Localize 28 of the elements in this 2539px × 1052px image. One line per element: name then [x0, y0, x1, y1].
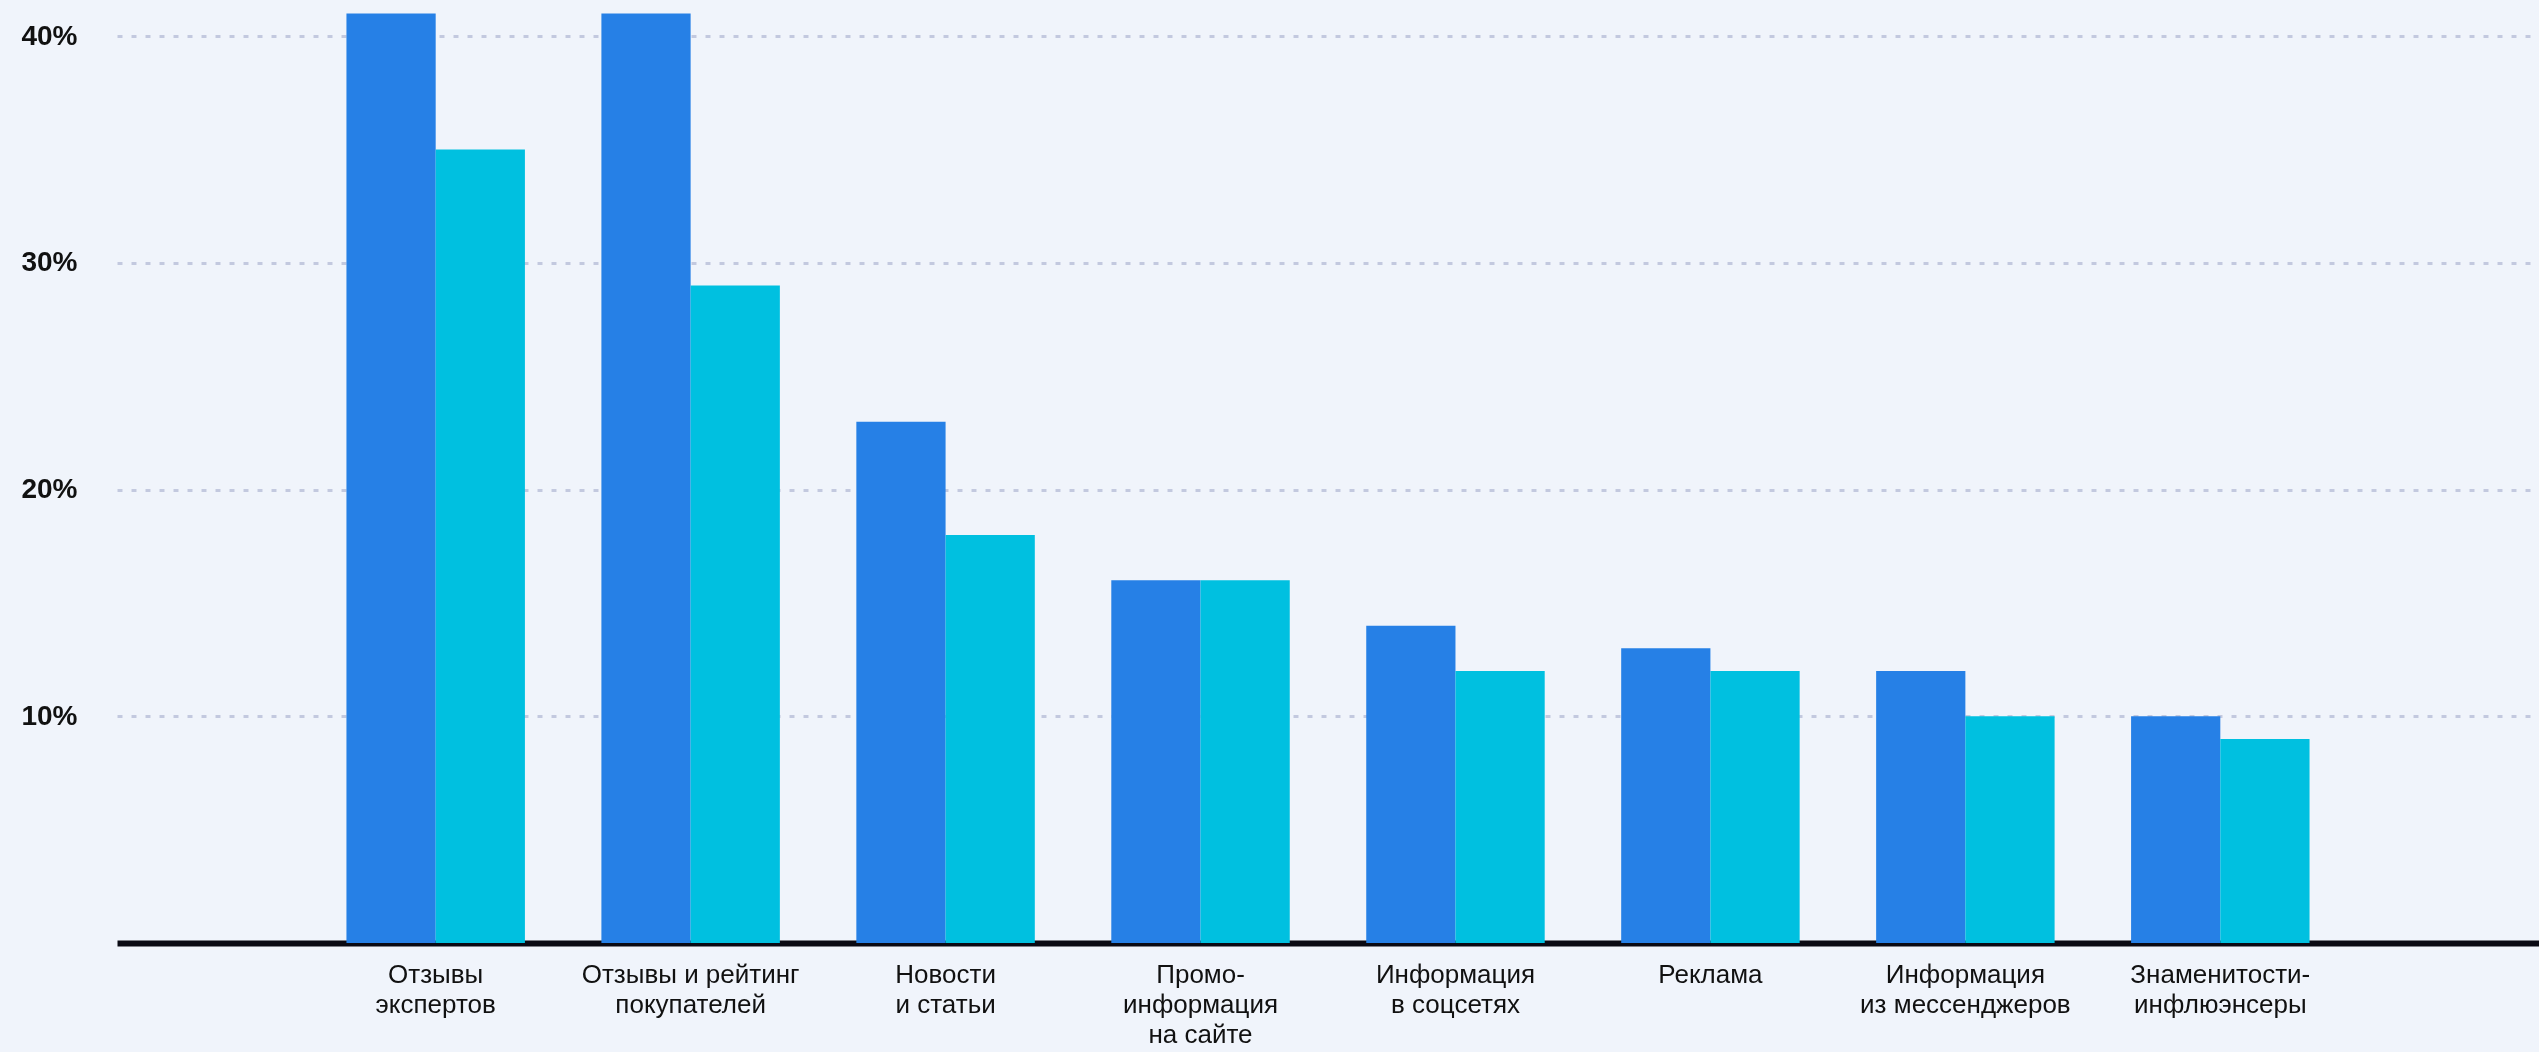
x-tick-label: Информация из мессенджеров: [1860, 958, 2071, 1019]
bar: [2220, 738, 2310, 943]
bar: [1965, 716, 2055, 943]
y-tick-label: 40%: [21, 19, 78, 51]
bar: [1455, 670, 1545, 943]
y-tick-label: 30%: [21, 246, 78, 278]
y-tick-label: 20%: [21, 473, 78, 505]
bar: [346, 13, 436, 943]
bar: [1876, 670, 1966, 943]
bar: [1200, 580, 1290, 943]
x-tick-label: Новости и статьи: [895, 958, 996, 1019]
x-tick-label: Реклама: [1658, 958, 1764, 989]
bar: [856, 421, 946, 943]
bar: [435, 149, 525, 943]
bar: [945, 534, 1035, 943]
x-tick-label: Отзывы экспертов: [375, 958, 496, 1019]
x-tick-label: Информация в соцсетях: [1375, 958, 1536, 1019]
bar: [1111, 580, 1201, 943]
bar: [1621, 648, 1711, 943]
y-tick-label: 10%: [21, 699, 78, 731]
bar: [1366, 625, 1456, 943]
x-tick-label: Промо- информация на сайте: [1123, 958, 1279, 1049]
bar: [2131, 716, 2221, 943]
bar: [690, 285, 780, 943]
x-tick-label: Знаменитости- инфлюэнсеры: [2130, 958, 2311, 1019]
x-tick-label: Отзывы и рейтинг покупателей: [581, 958, 800, 1019]
bar: [1710, 670, 1800, 943]
bar: [601, 13, 691, 943]
